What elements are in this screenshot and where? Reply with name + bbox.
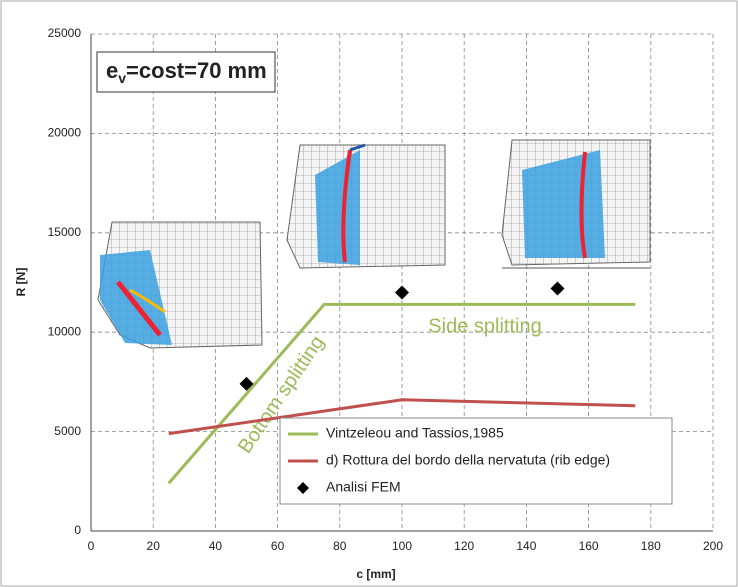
x-tick-label: 100	[392, 539, 412, 553]
y-axis-label: R [N]	[14, 268, 28, 297]
legend-label: d) Rottura del bordo della nervatuta (ri…	[326, 452, 610, 468]
x-tick-label: 180	[641, 539, 661, 553]
y-tick-label: 25000	[48, 26, 82, 40]
x-tick-label: 60	[271, 539, 285, 553]
legend-label: Vintzeleou and Tassios,1985	[326, 425, 504, 441]
fem-image	[502, 140, 650, 268]
x-tick-label: 0	[88, 539, 95, 553]
legend-label: Analisi FEM	[326, 479, 401, 495]
annotation-subscript: v	[118, 70, 126, 86]
x-tick-label: 40	[209, 539, 223, 553]
fem-image	[98, 222, 262, 348]
x-tick-label: 140	[516, 539, 536, 553]
page: {"chart_data": {"type": "line", "annotat…	[0, 0, 738, 587]
y-tick-label: 5000	[54, 424, 81, 438]
x-tick-label: 120	[454, 539, 474, 553]
y-tick-label: 0	[74, 523, 81, 537]
x-tick-label: 200	[703, 539, 723, 553]
x-axis-label: c [mm]	[356, 567, 395, 581]
region-label: Side splitting	[428, 315, 541, 337]
x-tick-label: 20	[147, 539, 161, 553]
x-tick-label: 160	[579, 539, 599, 553]
annotation: ev=cost=70 mm	[106, 58, 267, 86]
chart: ev=cost=70 mm Bottom splitting Side spli…	[0, 0, 738, 587]
y-tick-label: 15000	[48, 225, 82, 239]
annotation-main: e	[106, 58, 118, 83]
y-tick-label: 10000	[48, 324, 82, 338]
x-tick-label: 80	[333, 539, 347, 553]
annotation-rest: =cost=70 mm	[126, 58, 267, 83]
y-tick-label: 20000	[48, 126, 82, 140]
fem-image	[287, 145, 445, 268]
